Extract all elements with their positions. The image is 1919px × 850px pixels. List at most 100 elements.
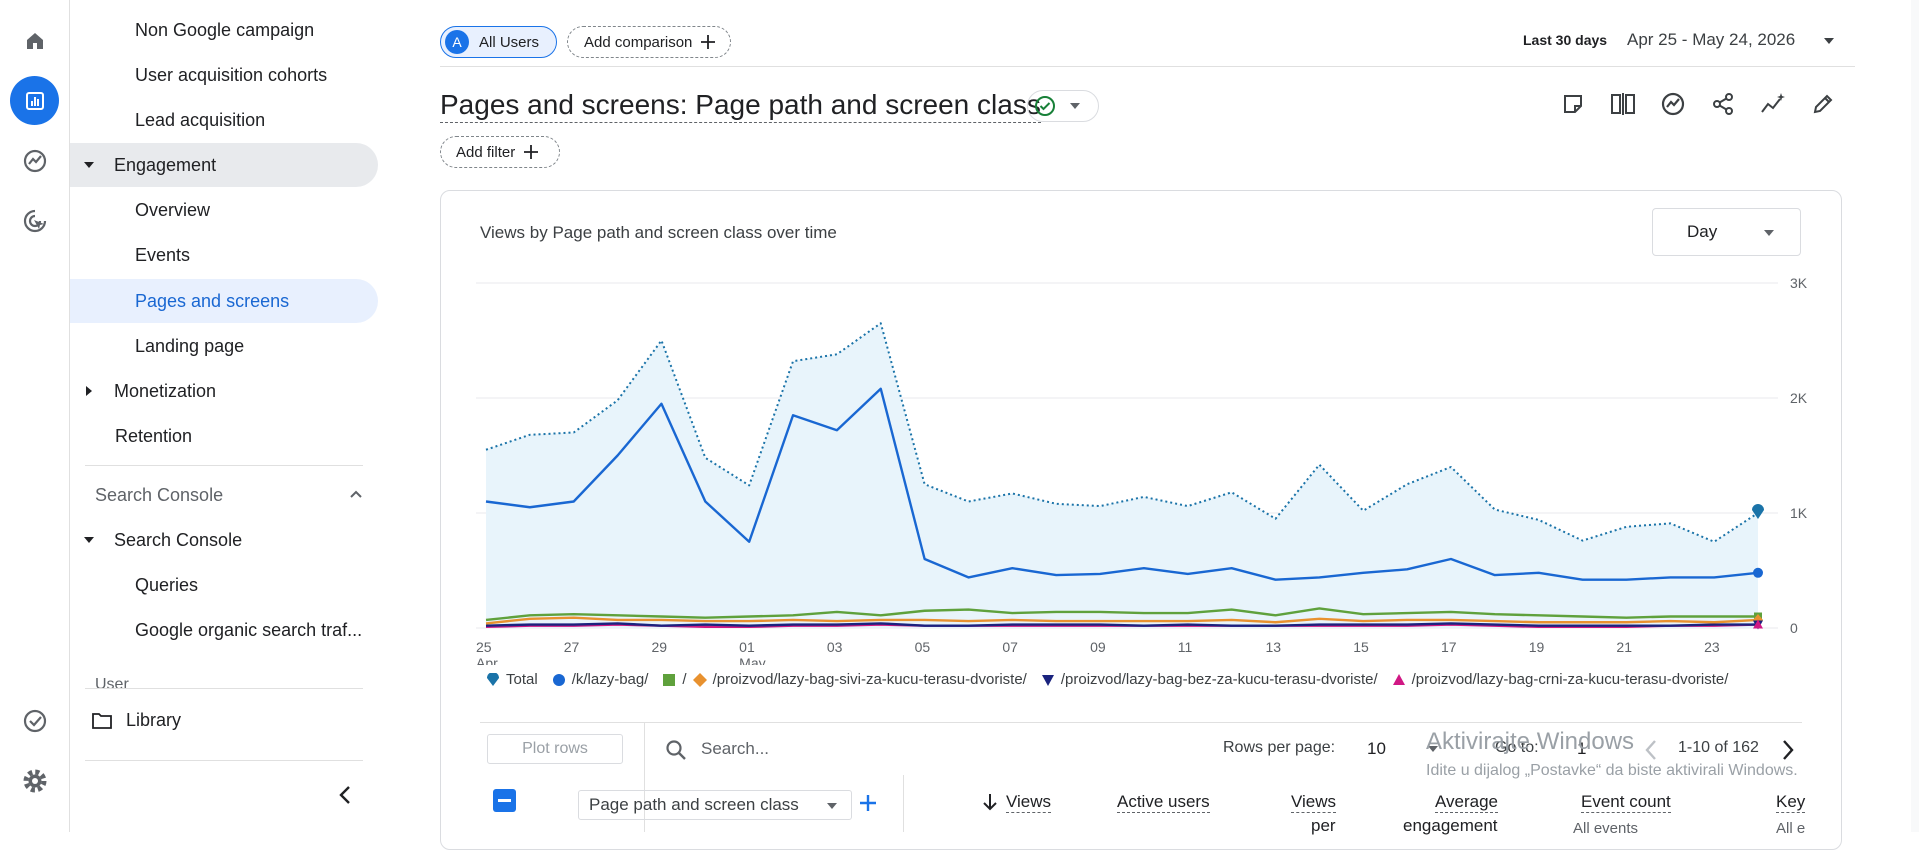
section-header-label: User bbox=[95, 676, 129, 688]
nav-item-search-console[interactable]: Search Console bbox=[70, 518, 378, 562]
chevron-up-icon bbox=[350, 490, 362, 498]
plot-rows-button[interactable]: Plot rows bbox=[487, 734, 623, 764]
rows-per-page-select[interactable]: 10 bbox=[1367, 739, 1386, 758]
series-line-0 bbox=[485, 322, 1759, 543]
user-section-header-cutoff[interactable]: User bbox=[95, 670, 363, 688]
x-tick-label: 09 bbox=[1090, 639, 1106, 655]
add-filter-button[interactable]: Add filter bbox=[440, 136, 560, 168]
insights-note-icon[interactable] bbox=[1558, 89, 1588, 119]
add-comparison-button[interactable]: Add comparison bbox=[567, 26, 731, 58]
x-tick-label: 25 bbox=[476, 639, 492, 655]
edit-pencil-icon[interactable] bbox=[1808, 89, 1838, 119]
date-range-picker[interactable]: Apr 25 - May 24, 2026 bbox=[1627, 30, 1796, 49]
nav-item-engagement[interactable]: Engagement bbox=[70, 143, 378, 187]
column-header-views[interactable]: Views bbox=[1006, 792, 1052, 813]
explore-chart-icon[interactable] bbox=[1658, 89, 1688, 119]
page-scrollbar[interactable] bbox=[1911, 0, 1919, 832]
column-header-active-users[interactable]: Active users bbox=[1117, 792, 1210, 813]
series-end-marker bbox=[1753, 619, 1763, 629]
nav-item-landing-page[interactable]: Landing page bbox=[135, 324, 244, 368]
reports-icon[interactable] bbox=[10, 76, 59, 125]
prev-page-chevron-left-icon[interactable] bbox=[1643, 738, 1659, 762]
nav-item-label: Retention bbox=[115, 425, 193, 446]
legend-swatch-icon bbox=[692, 672, 707, 687]
next-page-chevron-right-icon[interactable] bbox=[1780, 738, 1796, 762]
legend-label: /proizvod/lazy-bag-crni-za-kucu-terasu-d… bbox=[1411, 671, 1729, 688]
insights-sparkle-icon[interactable] bbox=[1758, 89, 1788, 119]
nav-item-google-organic-search[interactable]: Google organic search traf... bbox=[135, 608, 362, 652]
advertising-icon[interactable] bbox=[10, 196, 59, 245]
legend-swatch-icon bbox=[552, 673, 565, 686]
header-divider bbox=[440, 66, 1855, 67]
page-title[interactable]: Pages and screens: Page path and screen … bbox=[440, 88, 1041, 123]
nav-divider bbox=[85, 688, 363, 689]
column-header-views-per-user[interactable]: Views bbox=[1291, 792, 1337, 813]
chart-legend: Total/k/lazy-bag/ / /proizvod/lazy-bag-siv… bbox=[486, 671, 1728, 688]
explore-icon[interactable] bbox=[10, 136, 59, 185]
legend-item[interactable]: / /proizvod/lazy-bag-sivi-za-kucu-terasu-… bbox=[662, 671, 1027, 688]
x-tick-label: 15 bbox=[1353, 639, 1369, 655]
settings-gear-icon[interactable] bbox=[10, 756, 59, 805]
go-to-input[interactable]: 1 bbox=[1577, 739, 1587, 758]
segment-avatar: A bbox=[445, 30, 469, 54]
key-events-filter[interactable]: All e bbox=[1776, 820, 1806, 837]
segment-chip-all-users[interactable]: A All Users bbox=[440, 26, 557, 58]
sort-arrow-down-icon[interactable] bbox=[982, 792, 998, 812]
report-status-dropdown[interactable] bbox=[1027, 90, 1099, 122]
legend-swatch-icon bbox=[487, 672, 499, 686]
nav-item-events[interactable]: Events bbox=[135, 233, 190, 277]
search-console-section-header[interactable]: Search Console bbox=[95, 473, 363, 517]
dimension-select[interactable]: Page path and screen class bbox=[578, 790, 852, 820]
x-tick-label: 17 bbox=[1441, 639, 1457, 655]
x-tick-sublabel: May bbox=[739, 655, 765, 665]
granularity-value: Day bbox=[1687, 222, 1718, 241]
legend-label: /k/lazy-bag/ bbox=[571, 671, 649, 688]
nav-item-user-acquisition-cohorts[interactable]: User acquisition cohorts bbox=[135, 53, 327, 97]
nav-item-queries[interactable]: Queries bbox=[135, 563, 198, 607]
legend-label: / bbox=[682, 671, 687, 688]
column-header-key-events[interactable]: Key bbox=[1776, 792, 1806, 813]
rows-per-page-label: Rows per page: bbox=[1223, 739, 1336, 756]
home-icon[interactable] bbox=[10, 16, 59, 65]
column-header-event-count[interactable]: Event count bbox=[1581, 792, 1671, 813]
legend-item[interactable]: Total bbox=[486, 671, 538, 688]
nav-item-non-google-campaign[interactable]: Non Google campaign bbox=[135, 8, 314, 52]
collapse-nav-chevron-left-icon[interactable] bbox=[330, 780, 360, 810]
library-label: Library bbox=[126, 709, 182, 730]
granularity-select[interactable]: Day bbox=[1652, 208, 1801, 256]
nav-item-pages-and-screens[interactable]: Pages and screens bbox=[70, 279, 378, 323]
report-nav: Non Google campaign User acquisition coh… bbox=[70, 0, 390, 832]
column-header-average-engagement[interactable]: Average bbox=[1435, 792, 1499, 813]
x-tick-label: 19 bbox=[1529, 639, 1545, 655]
legend-item[interactable]: /proizvod/lazy-bag-bez-za-kucu-terasu-dv… bbox=[1041, 671, 1378, 688]
caret-down-icon bbox=[84, 537, 94, 543]
date-dropdown-caret-icon[interactable] bbox=[1824, 38, 1834, 44]
series-line-1 bbox=[485, 387, 1759, 581]
admin-check-icon[interactable] bbox=[10, 696, 59, 745]
x-tick-sublabel: Apr bbox=[476, 655, 498, 665]
nav-item-retention[interactable]: Retention bbox=[115, 414, 192, 458]
compare-columns-icon[interactable] bbox=[1608, 89, 1638, 119]
nav-item-monetization[interactable]: Monetization bbox=[70, 369, 378, 413]
y-tick-label: 1K bbox=[1790, 505, 1808, 521]
select-all-checkbox[interactable] bbox=[493, 789, 516, 812]
x-tick-label: 03 bbox=[827, 639, 843, 655]
table-search-input[interactable]: Search... bbox=[701, 739, 770, 758]
legend-item[interactable]: /proizvod/lazy-bag-crni-za-kucu-terasu-d… bbox=[1392, 671, 1729, 688]
library-button[interactable]: Library bbox=[92, 698, 181, 742]
add-dimension-plus-icon[interactable] bbox=[859, 794, 877, 812]
chevron-down-icon bbox=[1764, 230, 1774, 236]
nav-divider bbox=[85, 465, 363, 466]
share-icon[interactable] bbox=[1708, 89, 1738, 119]
search-icon bbox=[666, 740, 686, 760]
rows-dropdown-caret-icon[interactable] bbox=[1428, 746, 1438, 752]
nav-item-overview[interactable]: Overview bbox=[135, 188, 210, 232]
event-count-filter[interactable]: All events bbox=[1573, 820, 1639, 837]
x-tick-label: 27 bbox=[564, 639, 580, 655]
legend-label: /proizvod/lazy-bag-bez-za-kucu-terasu-dv… bbox=[1060, 671, 1378, 688]
column-subheader-views-per: per bbox=[1311, 816, 1336, 835]
nav-item-lead-acquisition[interactable]: Lead acquisition bbox=[135, 98, 265, 142]
legend-item[interactable]: /k/lazy-bag/ bbox=[552, 671, 649, 688]
x-tick-label: 23 bbox=[1704, 639, 1720, 655]
